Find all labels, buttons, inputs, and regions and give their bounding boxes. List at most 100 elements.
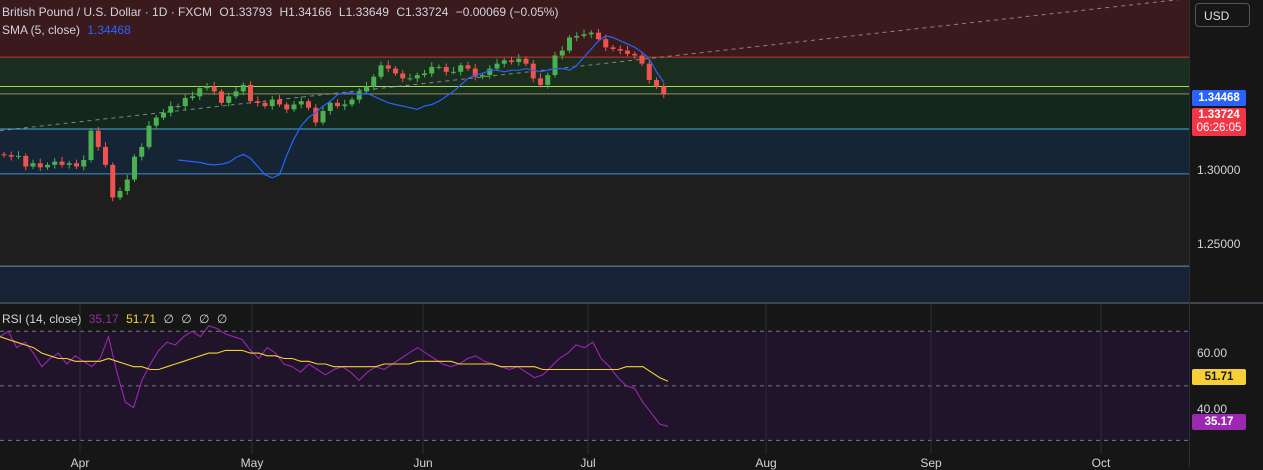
high-value: 1.34166 — [288, 5, 332, 19]
candle — [516, 58, 522, 63]
candle — [581, 34, 587, 36]
candle — [37, 163, 43, 168]
candle — [654, 79, 659, 87]
candle — [349, 99, 355, 105]
candle — [530, 63, 536, 79]
candle — [284, 104, 290, 110]
candle — [429, 66, 435, 74]
symbol-header: British Pound / U.S. Dollar · 1D · FXCM … — [2, 5, 562, 19]
open-value: 1.33793 — [228, 5, 273, 19]
candle — [139, 146, 145, 157]
candle — [443, 66, 449, 72]
candle — [465, 65, 471, 69]
candle — [23, 155, 29, 167]
change-value: −0.00069 (−0.05%) — [455, 5, 559, 19]
candle — [414, 75, 420, 79]
sma-label: SMA (5, close) — [2, 23, 81, 37]
pane-divider[interactable] — [0, 302, 1263, 304]
candle — [320, 111, 326, 123]
candle — [632, 53, 638, 56]
candle — [117, 190, 123, 198]
candle — [197, 88, 203, 97]
candle — [364, 86, 369, 92]
rsi-line — [0, 325, 669, 427]
candle — [509, 60, 514, 63]
candle — [393, 68, 398, 74]
price-tick: 1.25000 — [1197, 237, 1241, 251]
candle — [81, 159, 87, 167]
candle — [74, 163, 79, 167]
candle — [458, 65, 464, 72]
candle — [248, 84, 253, 102]
navy-zone — [0, 266, 1190, 302]
candle — [480, 75, 485, 77]
bar-countdown: 06:26:05 — [1196, 122, 1242, 134]
time-label: Jul — [580, 456, 596, 470]
candle — [588, 32, 594, 35]
candle — [436, 66, 442, 68]
candle — [95, 130, 101, 147]
candle — [545, 75, 551, 85]
price-chart[interactable] — [0, 0, 1190, 302]
candle — [494, 63, 500, 69]
candle — [16, 155, 21, 157]
time-label: Apr — [70, 456, 90, 470]
rsi-extra: ∅ — [199, 312, 210, 326]
candle — [262, 102, 268, 107]
rsi-tag: 35.17 — [1192, 414, 1246, 430]
candle — [291, 104, 297, 110]
candle — [407, 78, 413, 80]
candle — [646, 63, 652, 80]
high-label: H — [279, 5, 289, 19]
candle — [146, 125, 152, 147]
rsi-label: RSI (14, close) — [2, 312, 82, 326]
candle — [226, 96, 232, 103]
low-label: L — [338, 5, 346, 19]
candle — [422, 73, 427, 76]
candle — [306, 101, 311, 108]
rsi-value: 35.17 — [88, 312, 119, 326]
candle — [298, 101, 304, 105]
candle — [335, 102, 340, 107]
candle — [559, 50, 565, 56]
candle — [487, 68, 493, 76]
rsi-tick: 40.00 — [1197, 402, 1228, 416]
candle — [327, 102, 333, 112]
close-price-tag: 1.33724 06:26:05 — [1192, 108, 1246, 136]
candle — [110, 164, 116, 198]
candle — [625, 50, 630, 54]
teal-zone — [0, 93, 1190, 129]
candle — [240, 84, 246, 92]
currency-button[interactable]: USD — [1195, 3, 1250, 27]
candle — [219, 91, 224, 103]
green-zone — [0, 57, 1190, 94]
symbol-name[interactable]: British Pound / U.S. Dollar · 1D · FXCM — [2, 5, 213, 19]
candle — [277, 99, 282, 105]
candle — [269, 99, 275, 107]
time-label: Sep — [920, 456, 942, 470]
rsi-legend[interactable]: RSI (14, close) 35.17 51.71 ∅ ∅ ∅ ∅ — [2, 312, 231, 326]
price-axis[interactable] — [1189, 0, 1190, 467]
candle — [103, 146, 108, 165]
candle — [342, 104, 348, 107]
blue-zone — [0, 128, 1190, 174]
candle — [161, 112, 166, 118]
candle — [132, 156, 137, 180]
candle — [204, 86, 210, 89]
candle — [567, 37, 572, 51]
candle — [211, 86, 217, 92]
candle — [610, 47, 616, 49]
sma-legend[interactable]: SMA (5, close) 1.34468 — [2, 23, 135, 37]
candle — [356, 91, 362, 100]
time-label: May — [240, 456, 264, 470]
low-value: 1.33649 — [345, 5, 389, 19]
rsi-chart[interactable] — [0, 304, 1190, 454]
candle — [385, 65, 391, 69]
candle — [190, 96, 195, 98]
time-label: Oct — [1091, 456, 1111, 470]
candle — [153, 117, 159, 126]
candle — [596, 32, 601, 40]
candle — [451, 71, 456, 73]
close-value: 1.33724 — [404, 5, 449, 19]
